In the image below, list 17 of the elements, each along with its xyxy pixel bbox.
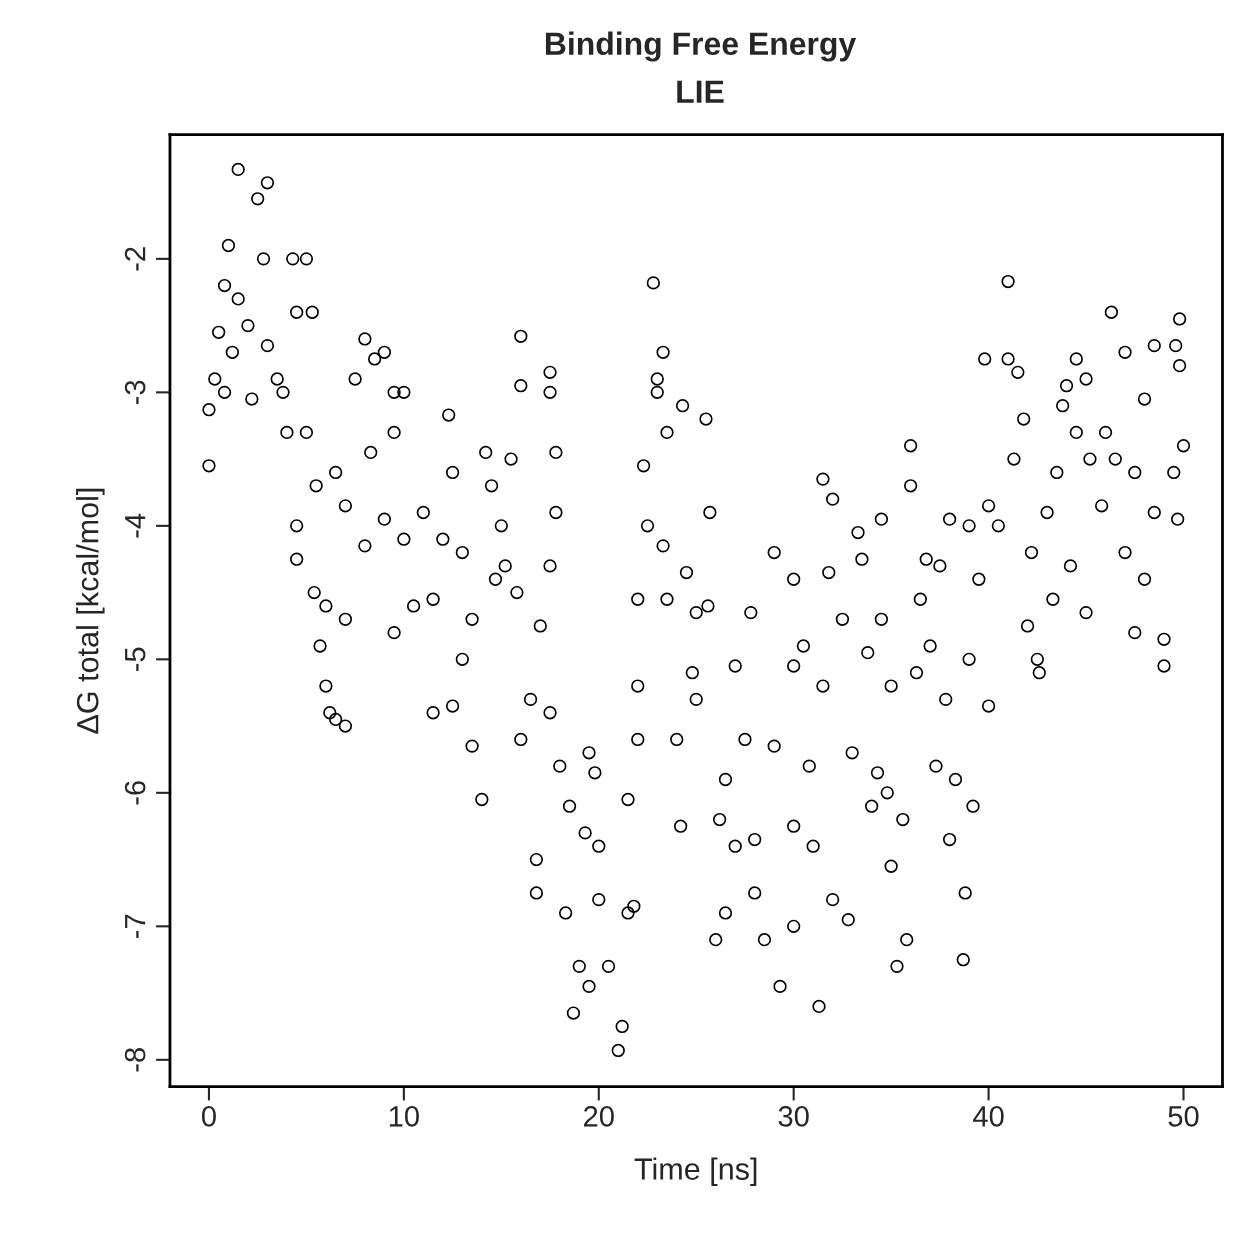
y-tick-label: -2 — [124, 247, 146, 271]
y-tick-label: -7 — [125, 914, 146, 938]
chart-title: Binding Free Energy — [545, 31, 857, 62]
x-tick-label: 20 — [584, 1106, 614, 1127]
x-axis-title: Time [ns] — [634, 1157, 757, 1186]
y-tick-label: -6 — [124, 781, 146, 805]
x-tick-label: 40 — [973, 1106, 1004, 1127]
y-tick-label: -8 — [124, 1048, 146, 1072]
y-tick-label: -5 — [125, 647, 146, 672]
x-tick-label: 30 — [778, 1106, 809, 1127]
x-tick-label: 50 — [1168, 1106, 1199, 1127]
x-tick-label: 0 — [201, 1106, 216, 1127]
x-tick-label: 10 — [389, 1106, 419, 1127]
y-tick-label: -4 — [125, 513, 146, 538]
y-tick-label: -3 — [124, 380, 146, 405]
chart-subtitle: LIE — [677, 80, 724, 103]
y-axis-title: ΔG total [kcal/mol] — [76, 488, 105, 734]
